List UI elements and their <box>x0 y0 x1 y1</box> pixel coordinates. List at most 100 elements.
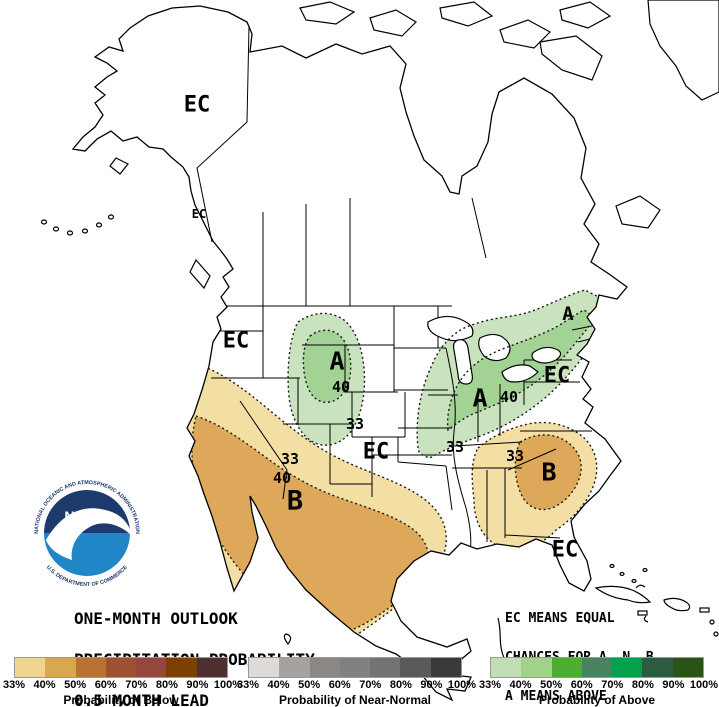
kodiak-island <box>109 157 129 175</box>
colorbar-tick: 40% <box>33 679 56 691</box>
colorbar-cell <box>551 658 582 677</box>
colorbar-cell <box>581 658 613 677</box>
map-label-midatlantic-ec: EC <box>544 364 571 389</box>
alaska-border-line <box>196 25 250 243</box>
colorbar-tick: 60% <box>328 679 351 691</box>
colorbar-above-cells <box>490 657 704 678</box>
colorbar-near-normal-caption: Probability of Near-Normal <box>278 693 432 707</box>
colorbar-tick: 70% <box>601 679 624 691</box>
map-label-lakes-33: 33 <box>446 438 464 456</box>
colorbar-near-normal: 33% 40% 50% 60% 70% 80% 90% 100% Probability of… <box>237 657 476 707</box>
map-label-southeast-33: 33 <box>506 447 524 465</box>
map-label-panhandle-ec: EC <box>192 207 206 221</box>
region-above-plains-40 <box>303 330 351 403</box>
map-label-plains-40: 40 <box>332 378 350 396</box>
colorbar-below-cells <box>14 657 228 678</box>
colorbar-tick: 90% <box>420 679 443 691</box>
map-label-alaska-ec: EC <box>184 93 211 118</box>
lake-huron <box>478 333 511 362</box>
colorbar-tick: 60% <box>570 679 593 691</box>
islands <box>40 0 719 659</box>
lake-ontario <box>531 346 562 364</box>
colorbar-above-ticks: 33% 40% 50% 60% 70% 80% 90% 100% <box>479 679 718 692</box>
colorbar-cell <box>249 658 280 677</box>
colorbar-cell <box>642 658 673 677</box>
noaa-logo: NOAA NATIONAL OCEANIC AND ATMOSPHERIC AD… <box>32 478 142 588</box>
map-label-southeast-b: B <box>541 458 556 487</box>
colorbar-cell <box>370 658 401 677</box>
map-label-central-ec: EC <box>363 440 390 465</box>
colorbar-near-normal-cells <box>248 657 462 678</box>
colorbar-tick: 50% <box>64 679 87 691</box>
title-line: ONE-MONTH OUTLOOK <box>74 608 238 628</box>
noaa-seagull-icon <box>46 508 132 560</box>
map-label-southwest-40: 40 <box>273 469 291 487</box>
colorbar-cell <box>279 658 310 677</box>
map-label-plains-33: 33 <box>346 415 364 433</box>
colorbar-above: 33% 40% 50% 60% 70% 80% 90% 100% Probability of… <box>479 657 718 707</box>
colorbar-cell <box>166 658 197 677</box>
legend-line: A MEANS ABOVE <box>505 689 607 704</box>
colorbar-below-caption: Probability of Below <box>63 693 179 707</box>
vancouver-island <box>189 258 211 290</box>
colorbar-tick: 40% <box>267 679 290 691</box>
colorbar-tick: 40% <box>509 679 532 691</box>
colorbar-tick: 80% <box>389 679 412 691</box>
colorbar-tick: 80% <box>155 679 178 691</box>
map-label-southwest-b: B <box>287 486 303 517</box>
colorbar-cell <box>196 658 227 677</box>
hispaniola <box>663 597 691 612</box>
colorbar-tick: 70% <box>125 679 148 691</box>
colorbar-cell <box>339 658 371 677</box>
colorbar-tick: 100% <box>447 679 477 691</box>
colorbar-tick: 33% <box>478 679 502 691</box>
colorbar-cell <box>105 658 137 677</box>
map-label-northeast-a: A <box>562 303 574 325</box>
colorbar-cell <box>309 658 340 677</box>
colorbar-cell <box>400 658 431 677</box>
colorbar-tick: 33% <box>2 679 26 691</box>
map-label-southwest-33: 33 <box>281 450 299 468</box>
colorbar-tick: 90% <box>662 679 685 691</box>
colorbar-cell <box>672 658 703 677</box>
colorbar-cell <box>45 658 76 677</box>
newfoundland <box>615 195 661 229</box>
map-label-plains-a: A <box>329 347 344 376</box>
region-below-southeast-40 <box>515 434 582 510</box>
colorbar-tick: 50% <box>540 679 563 691</box>
map-label-lakes-a: A <box>472 384 487 413</box>
cuba <box>594 585 652 604</box>
greenland <box>647 0 719 101</box>
lake-superior <box>427 315 474 342</box>
colorbar-cell <box>15 658 46 677</box>
colorbar-near-normal-ticks: 33% 40% 50% 60% 70% 80% 90% 100% <box>237 679 476 692</box>
legend-line: EC MEANS EQUAL <box>505 611 615 626</box>
great-lakes <box>427 315 562 385</box>
coastline <box>71 5 628 702</box>
map-label-washington-ec: EC <box>223 329 250 354</box>
noaa-logo-text: NOAA <box>64 508 109 524</box>
colorbar-cell <box>612 658 643 677</box>
colorbar-tick: 60% <box>94 679 117 691</box>
colorbar-below: 33% 40% 50% 60% 70% 80% 90% 100% Probability of… <box>3 657 242 707</box>
map-label-lakes-40: 40 <box>500 388 518 406</box>
colorbar-cell <box>430 658 461 677</box>
colorbar-tick: 90% <box>186 679 209 691</box>
colorbar-cell <box>136 658 167 677</box>
colorbar-cell <box>521 658 552 677</box>
colorbar-tick: 80% <box>631 679 654 691</box>
colorbar-tick: 100% <box>689 679 719 691</box>
colorbar-tick: 100% <box>213 679 243 691</box>
colorbar-tick: 50% <box>298 679 321 691</box>
lake-michigan <box>452 339 473 385</box>
lake-erie <box>501 364 539 383</box>
colorbar-tick: 70% <box>359 679 382 691</box>
map-label-florida-ec: EC <box>552 538 579 563</box>
colorbar-tick: 33% <box>236 679 260 691</box>
title-line: 0.5 MONTH LEAD <box>74 691 209 707</box>
colorbar-cell <box>75 658 106 677</box>
colorbar-cell <box>491 658 522 677</box>
colorbar-below-ticks: 33% 40% 50% 60% 70% 80% 90% 100% <box>3 679 242 692</box>
